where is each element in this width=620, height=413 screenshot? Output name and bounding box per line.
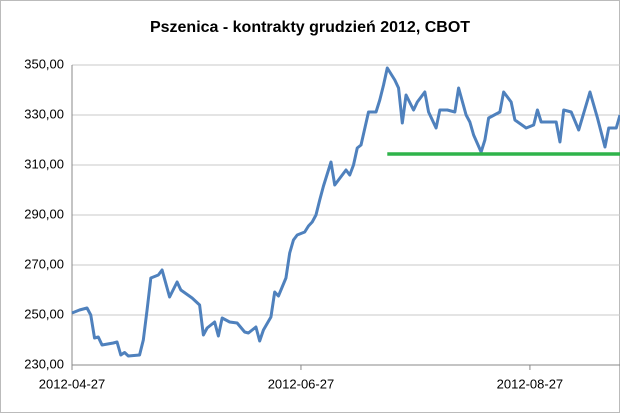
x-tick-label: 2012-06-27 — [268, 376, 335, 391]
x-tick-label: 2012-04-27 — [39, 376, 106, 391]
y-tick-label: 310,00 — [24, 156, 64, 171]
y-tick-label: 290,00 — [24, 206, 64, 221]
chart-title: Pszenica - kontrakty grudzień 2012, CBOT — [150, 19, 470, 36]
y-tick-label: 350,00 — [24, 56, 64, 71]
line — [71, 66, 620, 358]
x-tick-label: 2012-08-27 — [497, 376, 564, 391]
y-tick-label: 330,00 — [24, 106, 64, 121]
y-tick-label: 270,00 — [24, 256, 64, 271]
y-tick-label: 230,00 — [24, 356, 64, 371]
y-tick-label: 250,00 — [24, 306, 64, 321]
